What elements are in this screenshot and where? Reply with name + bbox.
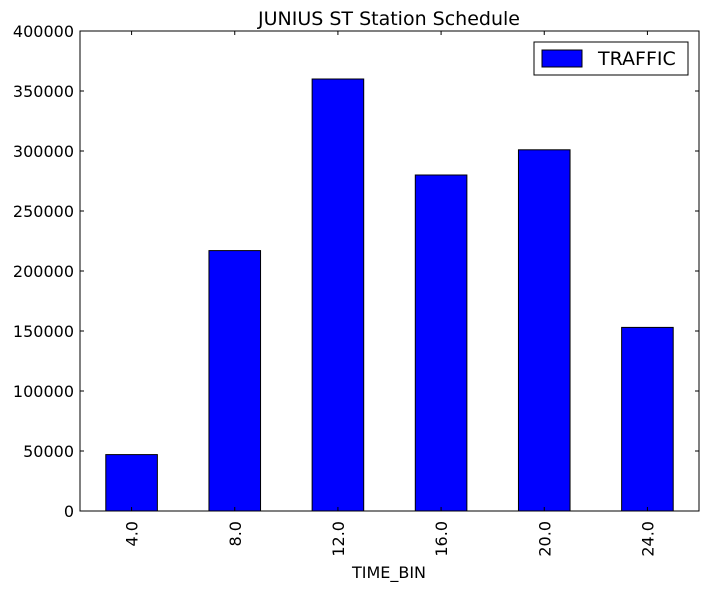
legend-label-traffic: TRAFFIC [597,48,676,70]
y-tick-label: 50000 [23,442,74,461]
bars-layer [105,78,674,512]
x-tick-label: 20.0 [535,521,554,557]
y-tick-label: 200000 [13,262,74,281]
legend: TRAFFIC [533,41,689,76]
y-tick-label: 300000 [13,142,74,161]
ticks-layer: 0 50000 100000 150000 200000 250000 300000 3500… [13,22,699,557]
x-tick-label: 16.0 [432,521,451,557]
bar-12.0 [311,78,365,512]
legend-swatch-traffic [541,49,583,68]
chart-title: JUNIUS ST Station Schedule [257,8,520,30]
bar-4.0 [105,454,158,512]
y-tick-label: 350000 [13,82,74,101]
bar-24.0 [621,326,674,512]
x-tick-label: 8.0 [226,521,245,546]
y-tick-label: 150000 [13,322,74,341]
x-tick-label: 4.0 [123,521,142,546]
bar-8.0 [208,250,262,512]
y-tick-label: 250000 [13,202,74,221]
x-axis-title: TIME_BIN [351,563,426,583]
y-tick-label: 400000 [13,22,74,41]
x-tick-label: 12.0 [329,521,348,557]
bar-20.0 [517,149,571,512]
plot-frame [79,30,700,512]
y-tick-label: 100000 [13,382,74,401]
y-tick-label: 0 [64,502,74,521]
x-tick-label: 24.0 [638,521,657,557]
bar-16.0 [414,174,468,512]
